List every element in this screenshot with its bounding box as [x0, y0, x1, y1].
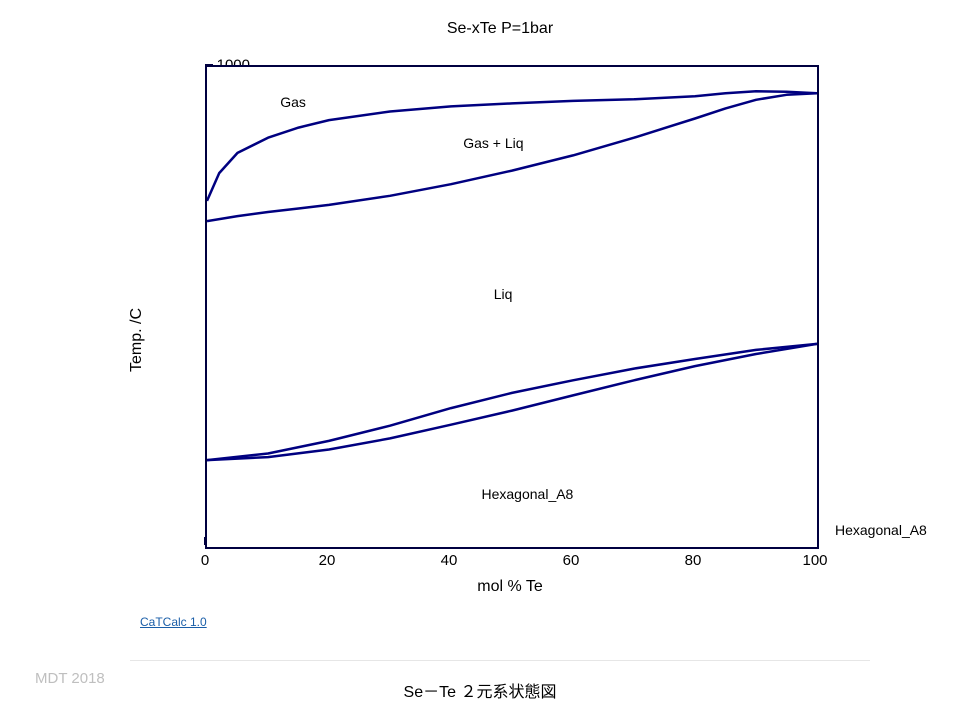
x-tick-label: 60	[563, 552, 580, 569]
curve-liq_lower	[207, 344, 817, 460]
outside-region-label: Hexagonal_A8	[835, 522, 927, 538]
chart-title: Se-xTe P=1bar	[130, 20, 870, 38]
x-axis-label: mol % Te	[205, 578, 815, 596]
region-label: Gas + Liq	[463, 135, 523, 151]
plot-area: Gas Gas + Liq Liq Hexagonal_A8	[205, 65, 819, 549]
chart-container: Se-xTe P=1bar Temp. /C mol % Te 10020030…	[130, 50, 870, 630]
x-tick-label: 20	[319, 552, 336, 569]
footer-caption: Se－Te ２元系状態図	[0, 678, 960, 702]
region-label: Hexagonal_A8	[482, 486, 574, 502]
x-tick-label: 0	[201, 552, 209, 569]
curve-liq_upper	[207, 344, 817, 460]
x-tick-label: 80	[685, 552, 702, 569]
y-axis-label: Temp. /C	[128, 308, 146, 372]
software-link[interactable]: CaTCalc 1.0	[140, 615, 207, 629]
curve-gas_lower	[207, 93, 817, 221]
divider	[130, 660, 870, 661]
x-tick-label: 40	[441, 552, 458, 569]
region-label: Liq	[494, 286, 513, 302]
x-tick-label: 100	[802, 552, 827, 569]
region-label: Gas	[280, 94, 306, 110]
